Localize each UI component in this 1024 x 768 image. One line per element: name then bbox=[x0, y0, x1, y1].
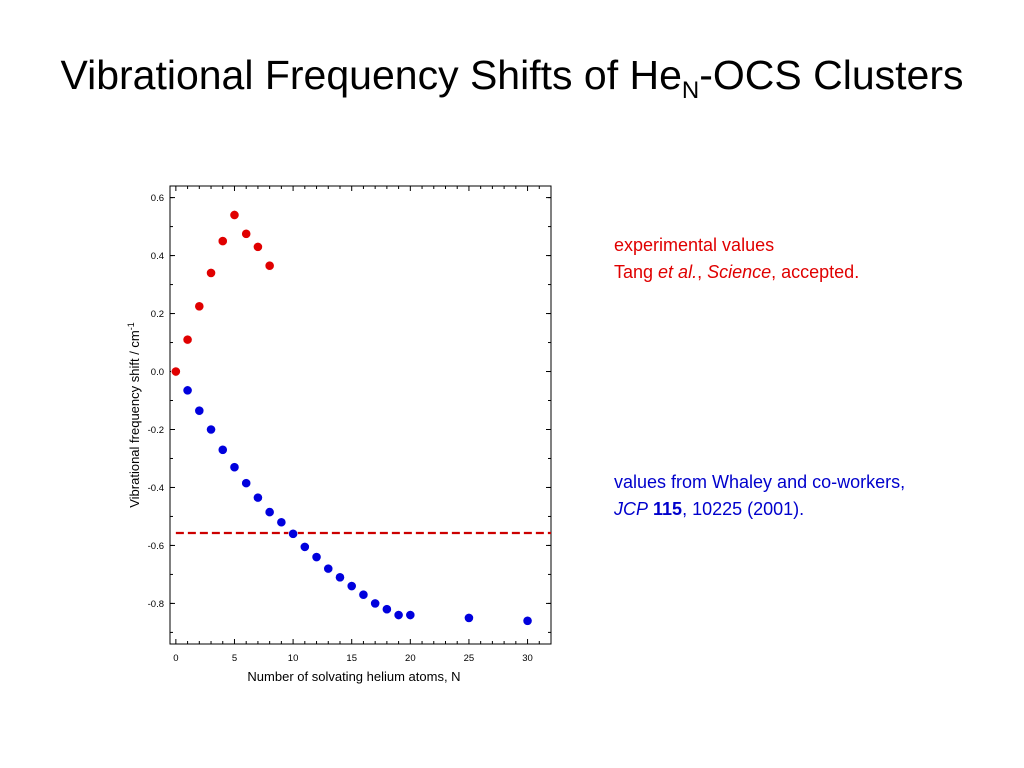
theory-point bbox=[299, 541, 310, 552]
theory-point bbox=[358, 589, 369, 600]
plot-frame bbox=[169, 185, 552, 645]
y-tick-label: -0.2 bbox=[148, 425, 164, 436]
x-axis-title: Number of solvating helium atoms, N bbox=[247, 669, 460, 684]
annotation-whaley: values from Whaley and co-workers, JCP 1… bbox=[614, 469, 905, 523]
theory-point bbox=[405, 610, 416, 620]
theory-point bbox=[346, 581, 357, 591]
experimental-line1: experimental values bbox=[614, 235, 775, 255]
theory-point bbox=[253, 492, 263, 503]
x-tick-label: 15 bbox=[346, 653, 357, 664]
x-tick-label: 25 bbox=[464, 653, 475, 664]
theory-point bbox=[464, 613, 474, 623]
theory-point bbox=[288, 528, 298, 539]
y-tick-label: 0.4 bbox=[151, 251, 164, 262]
points-layer bbox=[170, 210, 533, 626]
title-suffix: -OCS Clusters bbox=[699, 52, 964, 98]
whaley-rest: , 10225 (2001). bbox=[682, 499, 805, 519]
theory-point bbox=[264, 507, 275, 518]
experimental-point bbox=[182, 334, 193, 345]
axes-layer: 0.6 0.4 0.2 0.0 -0.2 -0.4 -0.6 -0.8 0 5 10 15 20 25 30 bbox=[148, 186, 551, 664]
theory-point bbox=[194, 405, 205, 416]
y-axis-title-main: Vibrational frequency shift / cm bbox=[127, 330, 142, 508]
experimental-point bbox=[206, 268, 216, 278]
theory-point bbox=[381, 604, 392, 615]
experimental-citation: Tang et al., Science, accepted. bbox=[614, 259, 859, 286]
experimental-point bbox=[253, 241, 263, 252]
experimental-point bbox=[170, 366, 181, 377]
theory-point bbox=[276, 517, 287, 528]
title-main: Vibrational Frequency Shifts of He bbox=[60, 52, 682, 98]
x-tick-label: 0 bbox=[173, 653, 178, 664]
x-tick-label: 10 bbox=[288, 653, 299, 664]
y-tick-label: -0.6 bbox=[148, 541, 164, 552]
theory-point bbox=[229, 462, 240, 473]
theory-point bbox=[335, 572, 345, 583]
x-tick-label: 20 bbox=[405, 653, 416, 664]
y-axis-title-sup: -1 bbox=[126, 322, 136, 330]
experimental-point bbox=[264, 260, 275, 271]
y-tick-label: -0.8 bbox=[148, 599, 164, 610]
citation-author: Tang bbox=[614, 262, 659, 282]
theory-point bbox=[311, 552, 322, 562]
whaley-line1: values from Whaley and co-workers, bbox=[614, 472, 906, 492]
theory-point bbox=[182, 385, 193, 396]
slide-title: Vibrational Frequency Shifts of HeN-OCS … bbox=[0, 52, 1024, 103]
title-subscript: N bbox=[681, 77, 700, 104]
experimental-point bbox=[241, 228, 252, 239]
citation-comma: , bbox=[697, 262, 708, 282]
whaley-volume: 115 bbox=[653, 499, 683, 519]
theory-point bbox=[393, 610, 404, 620]
theory-point bbox=[241, 478, 252, 489]
theory-point bbox=[206, 424, 216, 435]
citation-journal: Science bbox=[707, 262, 772, 282]
citation-etal: et al. bbox=[658, 262, 698, 282]
theory-point bbox=[323, 563, 334, 574]
whaley-citation: JCP 115, 10225 (2001). bbox=[614, 496, 905, 523]
theory-point bbox=[217, 444, 228, 455]
y-axis-title: Vibrational frequency shift / cm-1 bbox=[126, 322, 142, 508]
x-tick-label: 5 bbox=[232, 653, 237, 664]
y-tick-label: 0.2 bbox=[151, 309, 164, 320]
whaley-journal: JCP bbox=[614, 499, 649, 519]
theory-point bbox=[522, 615, 533, 626]
y-tick-label: 0.6 bbox=[151, 193, 164, 204]
experimental-point bbox=[217, 236, 228, 246]
y-tick-label: -0.4 bbox=[148, 483, 164, 494]
x-tick-label: 30 bbox=[522, 653, 533, 664]
experimental-point bbox=[194, 301, 205, 312]
citation-rest: , accepted. bbox=[771, 262, 860, 282]
experimental-point bbox=[229, 210, 240, 220]
y-tick-label: 0.0 bbox=[151, 367, 164, 378]
annotation-experimental: experimental values Tang et al., Science… bbox=[614, 232, 859, 286]
theory-point bbox=[370, 598, 381, 609]
